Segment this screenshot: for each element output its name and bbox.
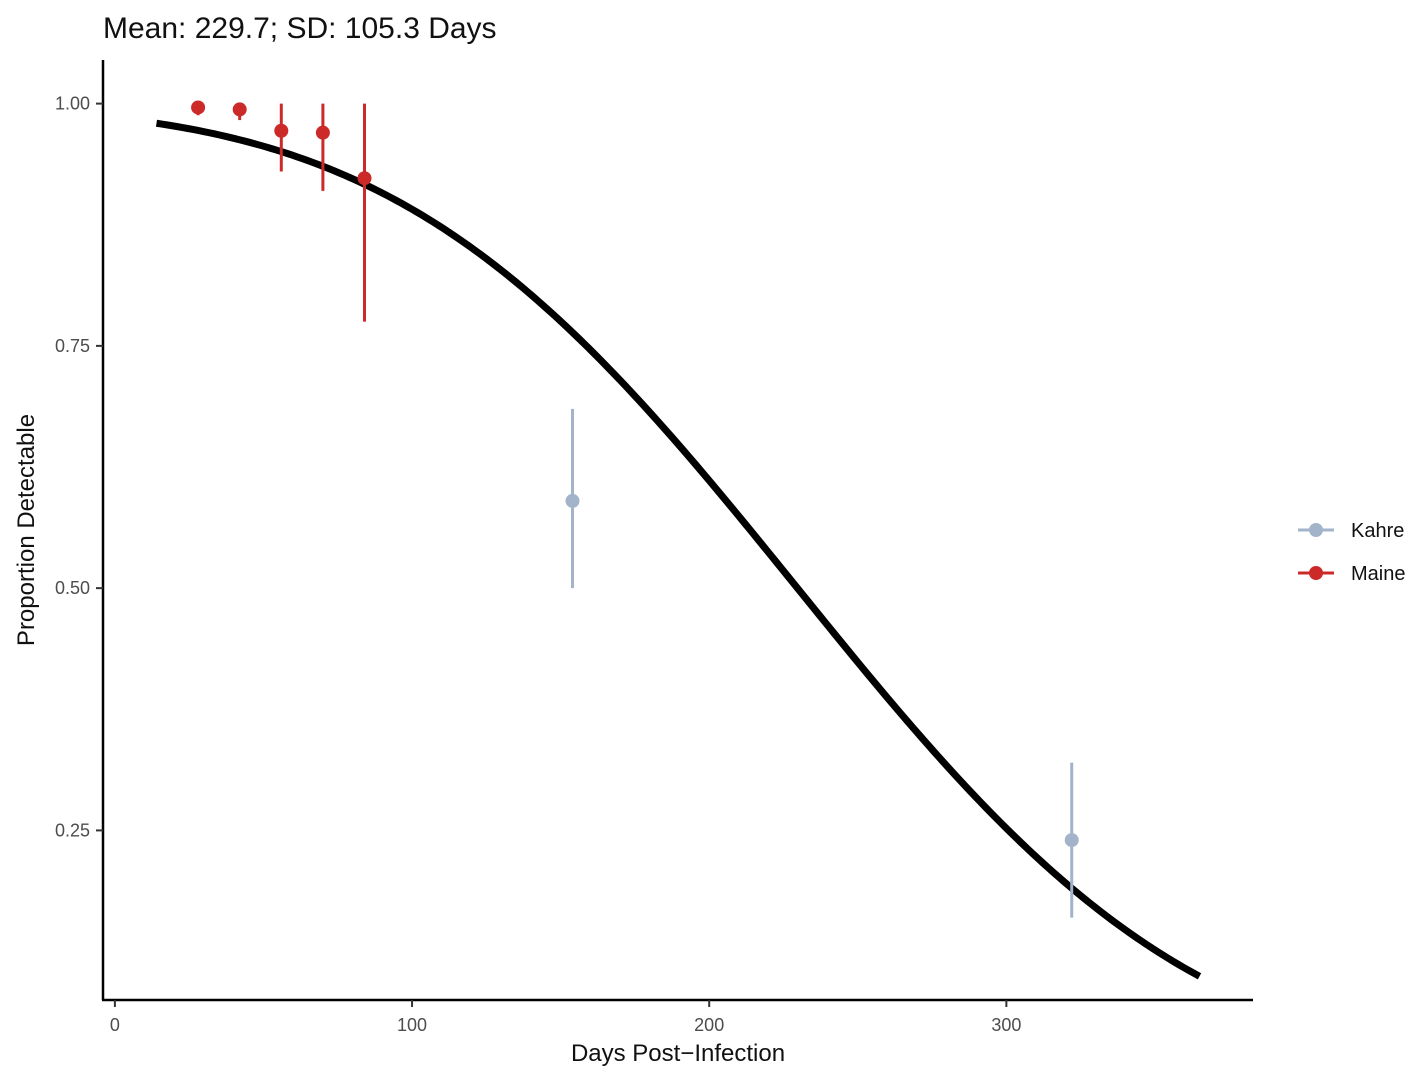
y-tick-label: 1.00 xyxy=(55,94,90,114)
fitted-curve xyxy=(155,119,1202,980)
maine-point xyxy=(315,125,330,140)
y-axis-title: Proportion Detectable xyxy=(13,414,40,646)
legend-key-point xyxy=(1309,566,1323,580)
legend: Kahre Maine xyxy=(1298,520,1405,585)
x-tick-label: 100 xyxy=(397,1015,427,1035)
legend-label: Kahre xyxy=(1351,520,1404,542)
maine-point xyxy=(357,171,372,186)
legend-item-kahre: Kahre xyxy=(1298,520,1404,542)
y-tick-label: 0.75 xyxy=(55,336,90,356)
y-tick-label: 0.50 xyxy=(55,578,90,598)
y-tick-label: 0.25 xyxy=(55,820,90,840)
kahre-point xyxy=(1064,833,1079,848)
y-axis-ticks: 0.25 0.50 0.75 1.00 xyxy=(55,94,103,840)
x-tick-label: 0 xyxy=(110,1015,120,1035)
legend-item-maine: Maine xyxy=(1298,563,1405,585)
legend-key-point xyxy=(1309,523,1323,537)
x-axis-ticks: 0 100 200 300 xyxy=(110,1000,1021,1035)
maine-point xyxy=(191,100,206,115)
x-axis-title: Days Post−Infection xyxy=(571,1040,785,1067)
x-tick-label: 200 xyxy=(694,1015,724,1035)
kahre-point xyxy=(565,493,580,508)
x-tick-label: 300 xyxy=(991,1015,1021,1035)
maine-point xyxy=(274,123,289,138)
legend-label: Maine xyxy=(1351,563,1405,585)
plot-area xyxy=(155,100,1202,980)
chart-title: Mean: 229.7; SD: 105.3 Days xyxy=(103,12,497,45)
maine-point xyxy=(232,102,247,117)
